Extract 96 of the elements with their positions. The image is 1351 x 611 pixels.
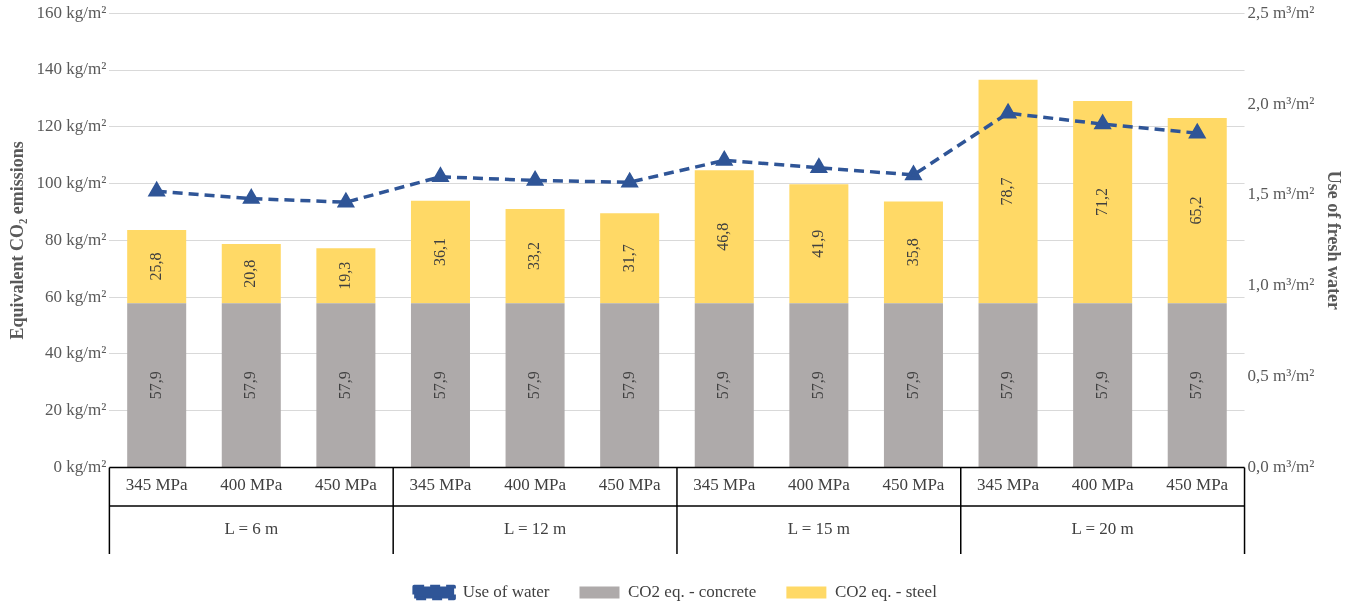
bar — [316, 303, 376, 468]
data-label: 31,7 — [619, 244, 637, 273]
bar — [600, 303, 660, 468]
text: L = 15 m — [787, 519, 851, 539]
bar — [410, 200, 470, 304]
data-label: 57,9 — [809, 371, 827, 400]
bar — [505, 303, 565, 468]
bar — [1167, 118, 1227, 304]
y-tick-label: 160 kg/m² — [36, 2, 107, 22]
bar — [127, 303, 187, 468]
data-label: 57,9 — [619, 371, 637, 400]
data-label: 46,8 — [714, 222, 732, 251]
point — [243, 189, 260, 204]
point — [621, 173, 638, 188]
data-label: 57,9 — [336, 371, 354, 400]
bar — [789, 184, 849, 304]
data-label: 36,1 — [430, 237, 448, 266]
point — [1189, 124, 1206, 139]
bar — [1073, 100, 1133, 304]
data-label: 57,9 — [1187, 371, 1205, 400]
bar — [694, 303, 754, 468]
y2-tick-label: 0,0 m³/m² — [1247, 457, 1315, 477]
bar — [883, 201, 943, 304]
bar — [410, 303, 470, 468]
text: L = 6 m — [224, 519, 279, 539]
x-tick-label: 400 MPa — [220, 475, 283, 495]
x-tick-label: 450 MPa — [598, 475, 662, 495]
x-tick-label: 450 MPa — [314, 475, 378, 495]
data-label: 57,9 — [1092, 371, 1110, 400]
data-label: 57,9 — [714, 371, 732, 400]
y-tick-label: 100 kg/m² — [36, 173, 107, 193]
data-label: 57,9 — [998, 371, 1016, 400]
bar — [505, 208, 565, 304]
data-label: 71,2 — [1092, 188, 1110, 217]
data-label: 57,9 — [430, 371, 448, 400]
point — [527, 171, 543, 186]
point — [338, 193, 354, 208]
y2-tick-label: 1,0 m³/m² — [1247, 275, 1315, 295]
y-tick-label: 40 kg/m² — [45, 343, 107, 363]
x-tick-label: 400 MPa — [787, 475, 851, 495]
data-label: 57,9 — [525, 371, 543, 400]
data-label: 41,9 — [809, 229, 827, 258]
y2-tick-label: 2,0 m³/m² — [1247, 93, 1315, 113]
legend-label: CO2 eq. - concrete — [627, 581, 757, 601]
bar — [978, 79, 1038, 304]
x-tick-label: 400 MPa — [1071, 475, 1135, 495]
bar — [600, 213, 660, 304]
bar — [1073, 303, 1133, 468]
data-label: 57,9 — [146, 371, 164, 400]
bar — [978, 303, 1038, 468]
x-tick-label: 450 MPa — [882, 475, 945, 495]
data-label: 78,7 — [998, 177, 1016, 206]
point — [716, 151, 733, 166]
x-tick-label: 345 MPa — [977, 475, 1040, 495]
y-tick-label: 140 kg/m² — [36, 59, 107, 79]
y-tick-label: 120 kg/m² — [36, 116, 107, 136]
point — [147, 180, 166, 197]
y-tick-label: 0 kg/m² — [53, 457, 107, 477]
bar — [1167, 303, 1227, 468]
y2-tick-label: 0,5 m³/m² — [1247, 366, 1315, 386]
x-tick-label: 400 MPa — [504, 475, 567, 495]
y2-tick-label: 1,5 m³/m² — [1247, 184, 1315, 204]
bar — [316, 248, 376, 304]
data-label: 57,9 — [903, 371, 921, 400]
data-label: 65,2 — [1187, 196, 1205, 225]
point — [1094, 115, 1111, 130]
data-label: 57,9 — [241, 371, 259, 400]
data-label: 20,8 — [241, 259, 259, 288]
text: L = 20 m — [1071, 519, 1134, 539]
legend-label: Use of water — [462, 581, 550, 601]
y-tick-label: 80 kg/m² — [45, 229, 107, 249]
y2-tick-label: 2,5 m³/m² — [1247, 2, 1315, 22]
point — [905, 166, 922, 181]
bar — [221, 244, 281, 304]
x-tick-label: 450 MPa — [1166, 475, 1229, 495]
x-tick-label: 345 MPa — [693, 475, 756, 495]
point — [432, 168, 449, 183]
y-tick-label: 20 kg/m² — [45, 400, 107, 420]
bar — [221, 303, 281, 468]
bar — [883, 303, 943, 468]
point — [811, 158, 827, 173]
text: L = 12 m — [503, 519, 567, 539]
point — [1000, 104, 1016, 119]
bar — [694, 170, 754, 304]
bar — [127, 229, 187, 304]
x-tick-label: 345 MPa — [409, 475, 472, 495]
x-tick-label: 345 MPa — [125, 475, 189, 495]
bar — [789, 303, 849, 468]
data-label: 25,8 — [146, 252, 164, 281]
data-label: 19,3 — [336, 261, 354, 290]
data-label: 33,2 — [525, 242, 543, 271]
legend-label: CO2 eq. - steel — [834, 581, 938, 601]
y-tick-label: 60 kg/m² — [45, 286, 107, 306]
data-label: 35,8 — [903, 238, 921, 267]
y2-axis-title: Use of fresh water — [1323, 170, 1344, 310]
y-axis-title: Equivalent CO₂ emissions — [7, 141, 28, 340]
